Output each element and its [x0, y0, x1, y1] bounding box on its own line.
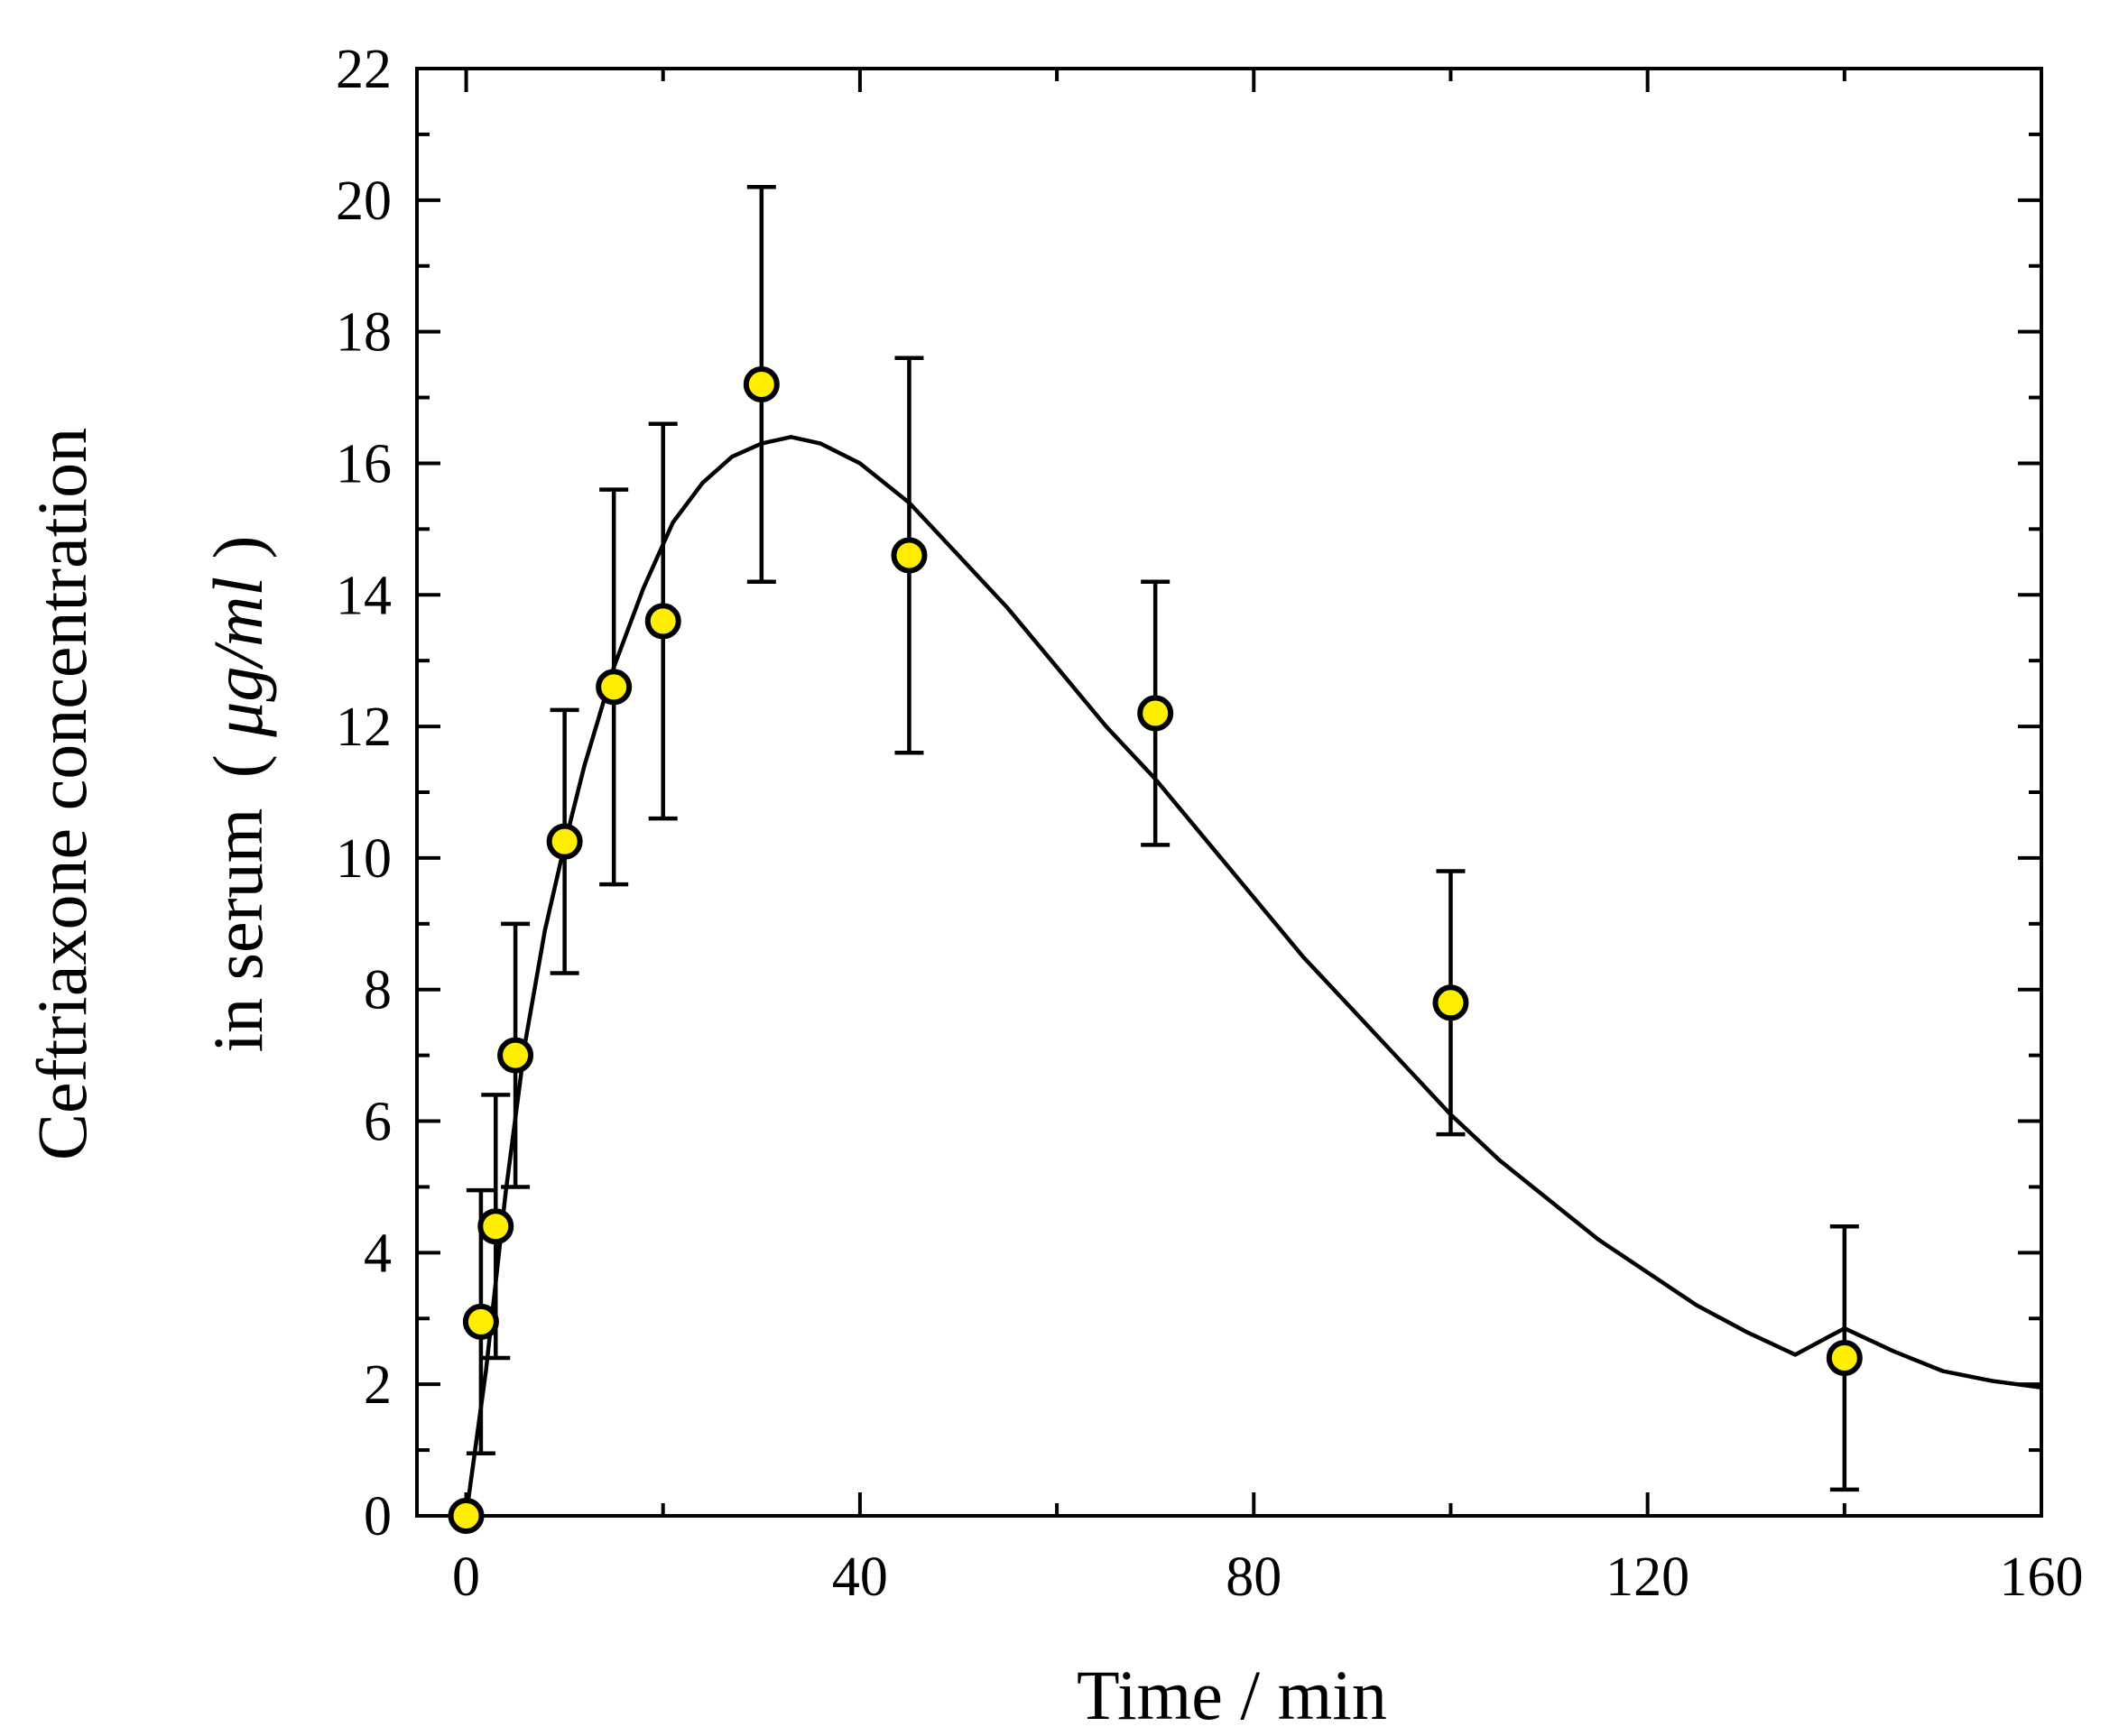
y-axis-title-line1-group: Ceftriaxone concentration [23, 428, 101, 1160]
data-point [546, 823, 583, 860]
x-tick-label: 120 [1605, 1547, 1689, 1608]
data-point [448, 1498, 485, 1534]
y-axis-title-line2-group: in serum ( μg/ml ) [199, 535, 277, 1052]
y-tick-label: 18 [336, 302, 392, 364]
y-tick-label: 10 [336, 828, 392, 890]
x-tick-label: 40 [832, 1547, 888, 1608]
data-point [1826, 1340, 1863, 1377]
data-point [743, 365, 780, 402]
data-point [497, 1037, 534, 1074]
plot-border [415, 67, 2043, 1518]
y-tick-label: 14 [336, 565, 392, 626]
y-tick-label: 20 [336, 171, 392, 232]
y-tick-label: 12 [336, 697, 392, 758]
y-axis-title-line2: in serum ( μg/ml ) [199, 535, 277, 1052]
fit-curve-layer [464, 435, 2042, 1517]
data-point [462, 1303, 499, 1340]
data-point [1432, 984, 1469, 1021]
fit-curve [464, 435, 2042, 1517]
y-axis-ticks: 0 2 4 6 8 10 12 14 16 18 20 22 [336, 39, 2041, 1547]
y-axis-units-close: ) [199, 535, 277, 559]
y-tick-label: 8 [364, 960, 392, 1021]
x-tick-label: 160 [2000, 1547, 2084, 1608]
data-point [596, 669, 633, 706]
data-points [448, 365, 1863, 1534]
x-tick-label: 80 [1226, 1547, 1282, 1608]
y-axis-title-line1: Ceftriaxone concentration [23, 428, 101, 1160]
y-axis-units-open: ( [199, 754, 277, 778]
data-point [1137, 695, 1174, 732]
x-tick-label: 0 [452, 1547, 480, 1608]
y-tick-label: 4 [364, 1223, 392, 1284]
data-point [644, 603, 681, 640]
y-axis-units: μg/ml [199, 577, 277, 738]
y-tick-label: 22 [336, 39, 392, 100]
data-point [477, 1208, 514, 1245]
error-bars [466, 184, 1859, 1492]
y-tick-label: 0 [364, 1486, 392, 1547]
plot-frame [415, 67, 2043, 1518]
x-axis-title: Time / min [1077, 1656, 1387, 1734]
y-tick-label: 6 [364, 1092, 392, 1153]
data-point [891, 537, 928, 574]
y-tick-label: 2 [364, 1354, 392, 1416]
y-tick-label: 16 [336, 433, 392, 494]
x-axis-ticks: 0 40 80 120 160 [452, 69, 2084, 1608]
y-axis-title-prefix: in serum [199, 808, 277, 1053]
